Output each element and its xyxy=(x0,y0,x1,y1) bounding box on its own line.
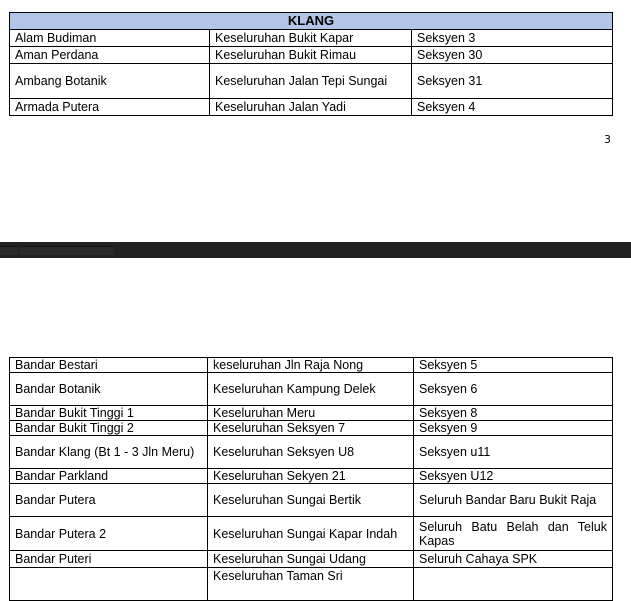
cell: Keseluruhan Sungai Udang xyxy=(207,550,414,568)
klang-table-top: KLANG Alam Budiman Keseluruhan Bukit Kap… xyxy=(8,12,614,116)
cell: Seksyen 4 xyxy=(410,98,614,116)
page-break-bar xyxy=(0,242,631,258)
cell: Seksyen 3 xyxy=(410,29,614,47)
cell: Bandar Bukit Tinggi 2 xyxy=(9,420,208,436)
table-row: Bandar Puteri Keseluruhan Sungai Udang S… xyxy=(9,550,613,568)
table-row: Ambang Botanik Keseluruhan Jalan Tepi Su… xyxy=(9,63,614,99)
table-row: Armada Putera Keseluruhan Jalan Yadi Sek… xyxy=(9,98,614,116)
cell: Bandar Parkland xyxy=(9,468,208,484)
cell: Seksyen 8 xyxy=(413,405,613,421)
cell: Bandar Puteri xyxy=(9,550,208,568)
cell: Seksyen 6 xyxy=(413,372,613,406)
table-row: Bandar Bukit Tinggi 2 Keseluruhan Seksye… xyxy=(9,420,613,436)
cell: Keseluruhan Sungai Bertik xyxy=(207,483,414,517)
cell: Seksyen 5 xyxy=(413,357,613,373)
klang-table-bottom: Bandar Bestari keseluruhan Jln Raja Nong… xyxy=(9,357,613,601)
cell: Aman Perdana xyxy=(9,46,210,64)
cell: Bandar Bestari xyxy=(9,357,208,373)
cell: Seksyen u11 xyxy=(413,435,613,469)
table-row: Bandar Bukit Tinggi 1 Keseluruhan Meru S… xyxy=(9,405,613,421)
cell: Bandar Putera xyxy=(9,483,208,517)
cell: Seluruh Batu Belah dan Teluk Kapas xyxy=(413,516,613,551)
cell: Bandar Bukit Tinggi 1 xyxy=(9,405,208,421)
cell: keseluruhan Jln Raja Nong xyxy=(207,357,414,373)
cell: Keseluruhan Jalan Tepi Sungai xyxy=(209,63,412,99)
cell: Keseluruhan Kampung Delek xyxy=(207,372,414,406)
cell: Ambang Botanik xyxy=(9,63,210,99)
table-row: Aman Perdana Keseluruhan Bukit Rimau Sek… xyxy=(9,46,614,64)
cell: Keseluruhan Sungai Kapar Indah xyxy=(207,516,414,551)
cell: Seksyen U12 xyxy=(413,468,613,484)
cell: Keseluruhan Bukit Rimau xyxy=(209,46,412,64)
cell: Keseluruhan Sekyen 21 xyxy=(207,468,414,484)
cell: Keseluruhan Seksyen U8 xyxy=(207,435,414,469)
cell: Keseluruhan Seksyen 7 xyxy=(207,420,414,436)
cell: Seksyen 31 xyxy=(410,63,614,99)
cell xyxy=(9,567,208,601)
table-row: Bandar Putera Keseluruhan Sungai Bertik … xyxy=(9,483,613,517)
cell: Bandar Putera 2 xyxy=(9,516,208,551)
cell: Keseluruhan Jalan Yadi xyxy=(209,98,412,116)
toolbar-icon xyxy=(62,246,114,255)
table-row: Bandar Klang (Bt 1 - 3 Jln Meru) Keselur… xyxy=(9,435,613,469)
cell: Armada Putera xyxy=(9,98,210,116)
cell: Alam Budiman xyxy=(9,29,210,47)
cell: Seksyen 30 xyxy=(410,46,614,64)
cell: Bandar Botanik xyxy=(9,372,208,406)
cell: Keseluruhan Bukit Kapar xyxy=(209,29,412,47)
cell: Keseluruhan Meru xyxy=(207,405,414,421)
toolbar-icon xyxy=(20,246,70,255)
table-row: Bandar Parkland Keseluruhan Sekyen 21 Se… xyxy=(9,468,613,484)
table-row: Bandar Botanik Keseluruhan Kampung Delek… xyxy=(9,372,613,406)
cell: Keseluruhan Taman Sri xyxy=(207,567,414,601)
page-number: 3 xyxy=(604,133,611,146)
table-row: Alam Budiman Keseluruhan Bukit Kapar Sek… xyxy=(9,29,614,47)
toolbar-icon xyxy=(0,246,18,255)
cell: Seksyen 9 xyxy=(413,420,613,436)
table-title: KLANG xyxy=(8,12,614,30)
table-row: Bandar Bestari keseluruhan Jln Raja Nong… xyxy=(9,357,613,373)
cell xyxy=(413,567,613,601)
table-row: Bandar Putera 2 Keseluruhan Sungai Kapar… xyxy=(9,516,613,551)
cell: Seluruh Bandar Baru Bukit Raja xyxy=(413,483,613,517)
table-row: Keseluruhan Taman Sri xyxy=(9,567,613,601)
cell: Seluruh Cahaya SPK xyxy=(413,550,613,568)
cell: Bandar Klang (Bt 1 - 3 Jln Meru) xyxy=(9,435,208,469)
